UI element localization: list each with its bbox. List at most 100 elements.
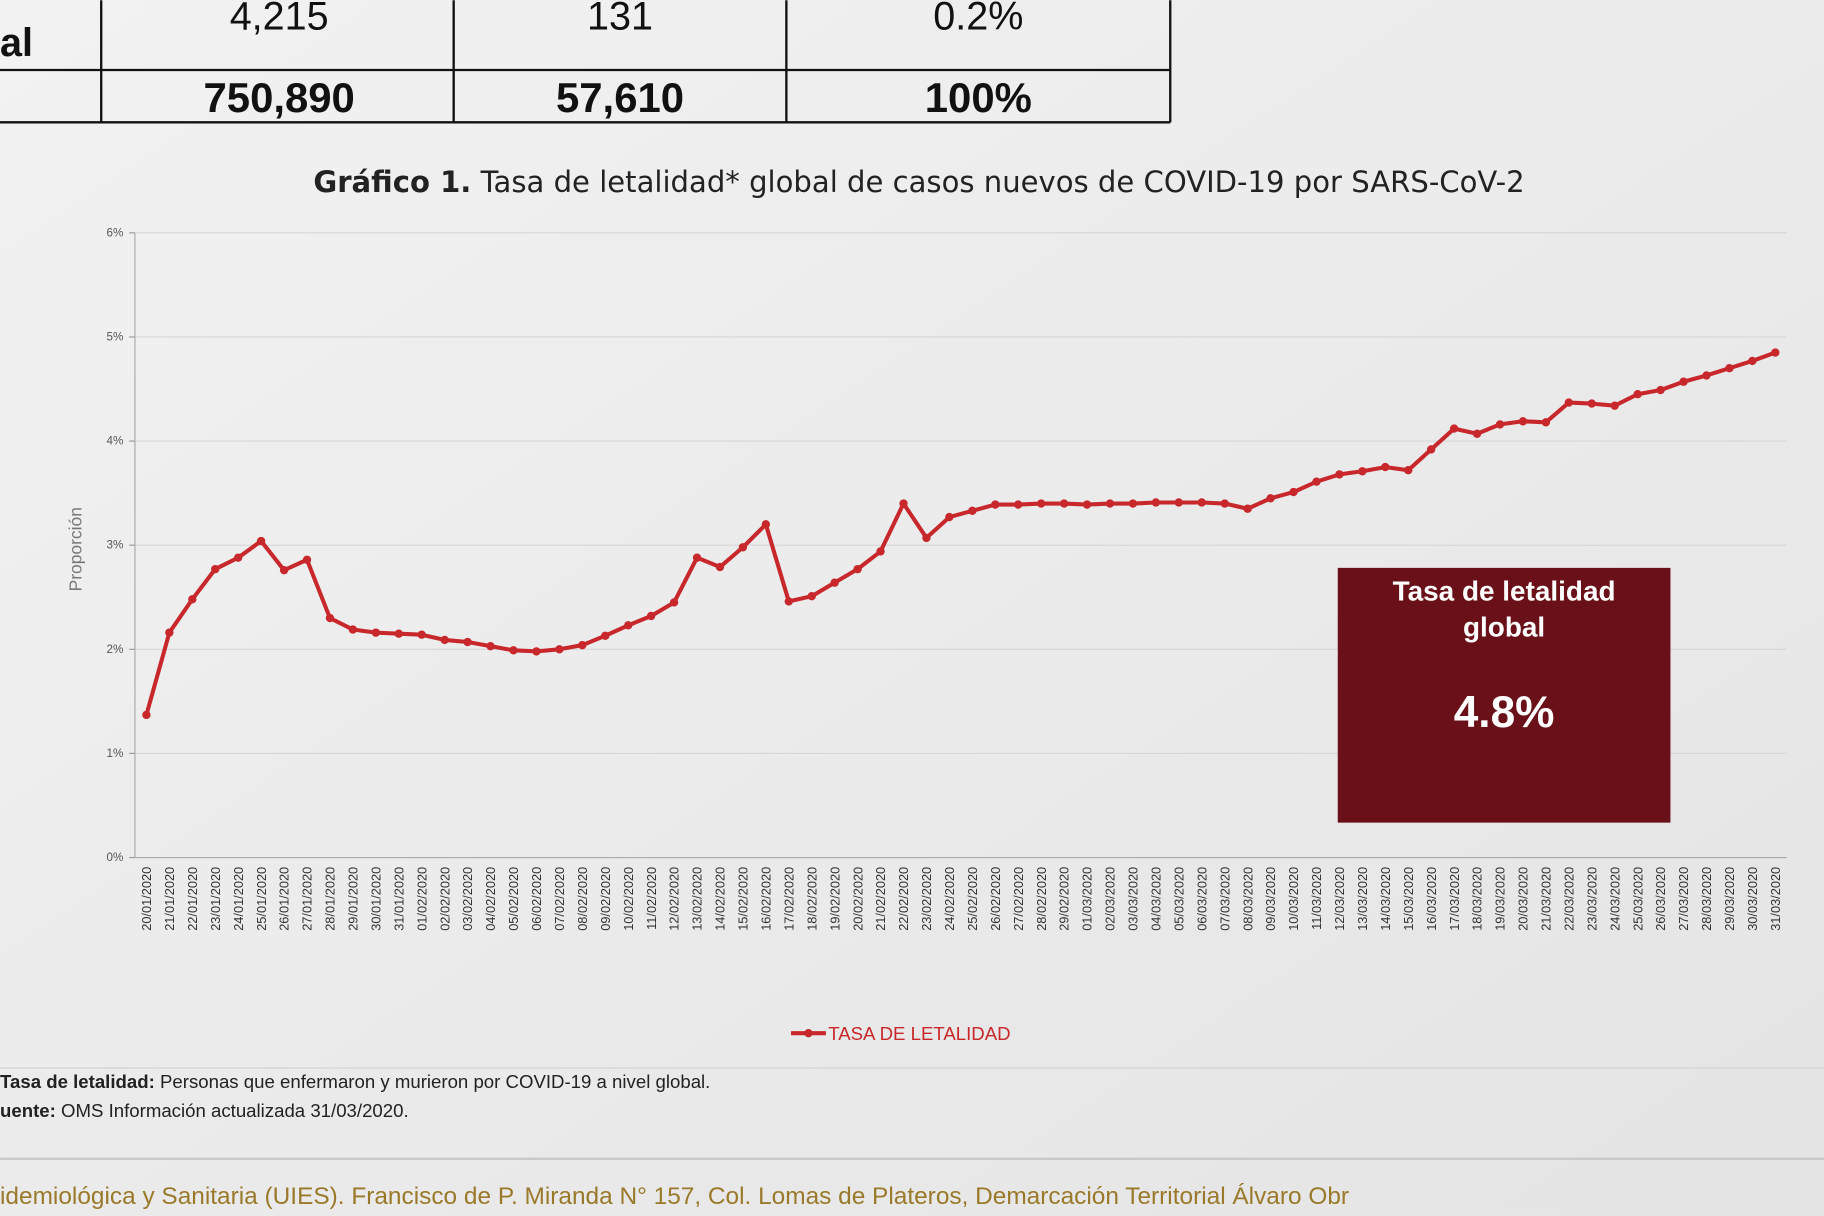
x-tick-label: 21/01/2020: [162, 867, 177, 931]
data-point: [279, 565, 289, 575]
table: [0, 0, 1172, 124]
x-tick-label: 15/02/2020: [736, 867, 751, 931]
callout-title-box: Tasa de letalidad global: [1392, 576, 1616, 644]
callout-value: 4.8%: [1454, 688, 1555, 737]
x-tick-label: 11/02/2020: [644, 867, 659, 930]
data-point: [1472, 429, 1482, 438]
data-point: [761, 520, 771, 529]
data-point: [325, 613, 335, 623]
x-tick-label: 15/03/2020: [1401, 867, 1416, 931]
data-point: [1105, 499, 1115, 508]
x-tick-label: 27/02/2020: [1011, 867, 1026, 931]
data-point: [509, 646, 518, 655]
x-tick-label: 10/02/2020: [621, 867, 636, 931]
data-point: [302, 555, 312, 564]
x-tick-label: 26/03/2020: [1653, 867, 1668, 931]
x-tick-label: 12/02/2020: [667, 867, 682, 931]
data-point: [555, 645, 564, 654]
x-tick-label: 10/03/2020: [1286, 867, 1301, 931]
y-tick-label: 6%: [106, 226, 123, 239]
data-point: [440, 635, 449, 645]
data-point: [646, 611, 656, 621]
table-cell: 0.2%: [933, 0, 1023, 38]
data-point: [1266, 494, 1275, 503]
data-point: [1587, 399, 1596, 408]
data-point: [417, 630, 426, 639]
x-tick-label: 29/02/2020: [1057, 867, 1072, 931]
data-point: [1014, 500, 1023, 509]
plot: 0% 1% 2% 3% 4% 5% 6% 20/01/2020 21/01/2020 22/01/…: [106, 226, 1787, 1044]
table-cell: 750,890: [204, 74, 355, 121]
x-tick-label: 25/01/2020: [254, 867, 269, 931]
footer: idemiológica y Sanitaria (UIES). Francis…: [0, 1183, 1349, 1210]
callout-title: Tasa de letalidad global: [1392, 576, 1616, 644]
y-tick-label: 5%: [106, 330, 123, 343]
x-tick-label: 19/03/2020: [1493, 867, 1508, 931]
data-point: [1036, 499, 1046, 508]
x-tick-label: 02/03/2020: [1103, 867, 1118, 931]
x-tick-label: 31/03/2020: [1768, 867, 1783, 931]
x-tick-label: 01/02/2020: [414, 867, 429, 931]
x-tick-label: 06/02/2020: [529, 867, 544, 931]
x-tick-label: 16/02/2020: [759, 867, 774, 931]
data-point: [1771, 348, 1780, 357]
data-point: [1518, 417, 1528, 426]
data-point: [1679, 377, 1688, 386]
legend-swatch: [804, 1028, 813, 1038]
data-point: [807, 592, 816, 601]
data-point: [1059, 499, 1069, 508]
y-tick-label: 3%: [106, 539, 123, 552]
callout-box: [1337, 567, 1671, 823]
table-cell: 57,610: [556, 74, 684, 121]
x-tick-label: 09/03/2020: [1263, 867, 1278, 931]
x-tick-label: 03/02/2020: [460, 867, 475, 931]
data-point: [922, 533, 931, 543]
data-point: [1335, 470, 1344, 479]
x-tick-label: 24/03/2020: [1607, 867, 1622, 931]
data-point: [1656, 385, 1665, 395]
data-point: [968, 506, 977, 516]
chart-title: Tasa de letalidad* global de casos nuevo…: [480, 165, 1525, 200]
x-tick-label: 20/03/2020: [1516, 867, 1531, 931]
x-tick-label: 30/01/2020: [368, 867, 383, 931]
data-point: [532, 647, 541, 656]
data-point: [601, 631, 610, 640]
x-tick-label: 22/03/2020: [1561, 867, 1576, 931]
data-point: [1381, 462, 1390, 472]
x-tick-label: 26/01/2020: [277, 867, 292, 931]
data-point: [715, 562, 725, 572]
data-point: [1702, 371, 1711, 380]
data-point: [371, 628, 381, 637]
x-tick-label: 14/03/2020: [1378, 867, 1393, 931]
x-tick-label: 05/02/2020: [506, 867, 521, 931]
x-tick-label: 02/02/2020: [437, 867, 452, 931]
notes-box: Tasa de letalidad: Personas que enfermar…: [0, 1073, 710, 1122]
data-point: [394, 629, 403, 638]
data-point: [1495, 420, 1505, 429]
x-tick-label: 20/01/2020: [139, 867, 154, 931]
x-tick-label: 27/03/2020: [1676, 867, 1691, 931]
data-point: [1289, 487, 1298, 497]
legend-label: TASA DE LETALIDAD: [828, 1023, 1010, 1044]
data-point: [830, 578, 839, 587]
x-tick-label: 28/03/2020: [1699, 867, 1714, 931]
chart-title-prefix: Gráfico 1.: [313, 165, 472, 200]
data-point: [463, 637, 472, 647]
x-tick-label: 21/03/2020: [1539, 867, 1554, 931]
data-point: [1541, 418, 1551, 427]
x-tick-label: 16/03/2020: [1424, 867, 1439, 931]
data-point: [692, 553, 702, 562]
data-point: [1312, 477, 1321, 486]
x-tick-label: 13/02/2020: [690, 867, 705, 931]
data-point: [1564, 398, 1574, 407]
data-point: [165, 628, 174, 637]
y-tick-label: 1%: [106, 747, 123, 760]
data-point: [578, 640, 587, 650]
x-tick-label: 31/01/2020: [391, 867, 406, 931]
x-tick-label: 09/02/2020: [598, 867, 613, 931]
data-point: [624, 621, 633, 630]
data-point: [991, 500, 1000, 509]
x-tick-label: 24/01/2020: [231, 867, 246, 931]
x-tick-label: 22/02/2020: [896, 867, 911, 931]
